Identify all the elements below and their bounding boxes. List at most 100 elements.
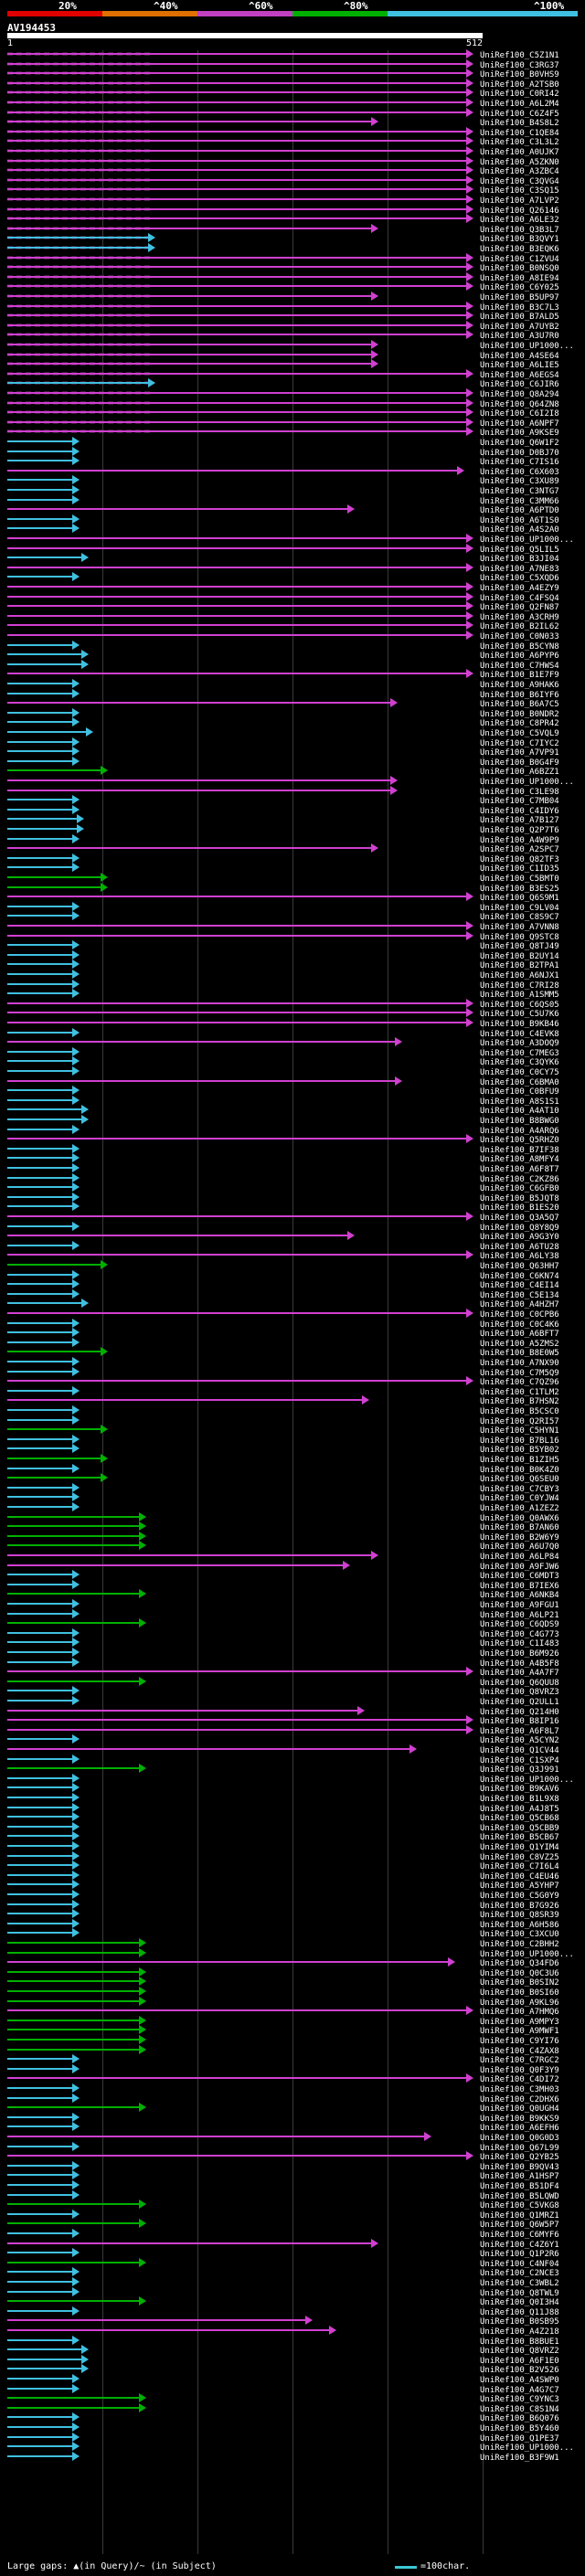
hit-bar[interactable] <box>7 1496 74 1499</box>
hit-label[interactable]: UniRef100_A3ZBC4 <box>480 167 559 177</box>
hit-label[interactable]: UniRef100_Q26146 <box>480 206 559 216</box>
hit-row[interactable]: UniRef100_A9KL96 <box>7 1996 583 2009</box>
hit-bar[interactable] <box>7 2426 74 2428</box>
hit-row[interactable]: UniRef100_A7VNN8 <box>7 921 583 933</box>
hit-label[interactable]: UniRef100_B3ES25 <box>480 884 559 894</box>
hit-label[interactable]: UniRef100_A1HSP7 <box>480 2172 559 2182</box>
hit-bar[interactable] <box>7 2368 83 2370</box>
hit-label[interactable]: UniRef100_B0VHS9 <box>480 70 559 80</box>
hit-bar[interactable] <box>7 1970 141 1973</box>
hit-bar[interactable] <box>7 1574 74 1576</box>
hit-row[interactable]: UniRef100_B1ES20 <box>7 1202 583 1214</box>
hit-label[interactable]: UniRef100_Q0F3Y9 <box>480 2065 559 2075</box>
hit-row[interactable]: UniRef100_A6F8T7 <box>7 1163 583 1175</box>
hit-label[interactable]: UniRef100_B8BWG0 <box>480 1117 559 1126</box>
hit-row[interactable]: UniRef100_A6NJX1 <box>7 970 583 981</box>
hit-label[interactable]: UniRef100_A7VP91 <box>480 748 559 758</box>
hit-row[interactable]: UniRef100_A9FGU1 <box>7 1599 583 1611</box>
hit-bar[interactable] <box>7 527 74 530</box>
hit-label[interactable]: UniRef100_C5Z1N1 <box>480 51 559 60</box>
hit-row[interactable]: UniRef100_B5CB67 <box>7 1831 583 1843</box>
hit-row[interactable]: UniRef100_B6A7C5 <box>7 698 583 710</box>
hit-bar[interactable] <box>7 1254 468 1256</box>
hit-label[interactable]: UniRef100_A4AT10 <box>480 1107 559 1117</box>
hit-row[interactable]: UniRef100_B8IP16 <box>7 1715 583 1727</box>
hit-label[interactable]: UniRef100_C1SXP4 <box>480 1755 559 1765</box>
hit-label[interactable]: UniRef100_B0SI60 <box>480 1988 559 1998</box>
hit-bar[interactable] <box>7 1060 74 1063</box>
hit-row[interactable]: UniRef100_Q1YIM4 <box>7 1841 583 1853</box>
hit-label[interactable]: UniRef100_C3XU89 <box>480 477 559 487</box>
hit-bar[interactable] <box>7 2193 74 2196</box>
hit-label[interactable]: UniRef100_B0SIN2 <box>480 1978 559 1988</box>
hit-label[interactable]: UniRef100_Q1CV44 <box>480 1746 559 1755</box>
hit-bar[interactable] <box>7 1321 74 1324</box>
hit-bar[interactable] <box>7 944 74 947</box>
hit-bar[interactable] <box>7 673 468 675</box>
hit-label[interactable]: UniRef100_A7UYB2 <box>480 322 559 332</box>
hit-label[interactable]: UniRef100_A4A7F7 <box>480 1669 559 1679</box>
hit-row[interactable]: UniRef100_C6X603 <box>7 465 583 478</box>
hit-bar[interactable] <box>7 595 468 598</box>
hit-row[interactable]: UniRef100_Q34FD6 <box>7 1957 583 1969</box>
hit-bar[interactable] <box>7 1031 74 1034</box>
hit-bar[interactable] <box>7 605 468 608</box>
hit-bar[interactable] <box>7 634 468 636</box>
hit-bar[interactable] <box>7 643 74 646</box>
hit-row[interactable]: UniRef100_A4ARQ6 <box>7 1124 583 1137</box>
hit-label[interactable]: UniRef100_A9HAK6 <box>480 681 559 690</box>
hit-row[interactable]: UniRef100_C6I2I8 <box>7 408 583 419</box>
hit-label[interactable]: UniRef100_B5JQT8 <box>480 1193 559 1203</box>
hit-row[interactable]: UniRef100_Q0UGH4 <box>7 2103 583 2115</box>
hit-bar[interactable] <box>7 2435 74 2438</box>
hit-bar[interactable] <box>7 2378 74 2380</box>
hit-bar[interactable] <box>7 130 468 133</box>
hit-label[interactable]: UniRef100_Q6W1F2 <box>480 439 559 448</box>
hit-bar[interactable] <box>7 624 468 627</box>
hit-bar[interactable] <box>7 2029 141 2031</box>
hit-label[interactable]: UniRef100_C3MM66 <box>480 496 559 506</box>
hit-bar[interactable] <box>7 91 468 94</box>
hit-bar[interactable] <box>7 1603 74 1605</box>
hit-row[interactable]: UniRef100_Q2ULL1 <box>7 1696 583 1708</box>
hit-label[interactable]: UniRef100_B9KAV6 <box>480 1785 559 1795</box>
hit-bar[interactable] <box>7 72 468 75</box>
hit-bar[interactable] <box>7 586 468 588</box>
hit-row[interactable]: UniRef100_A5CYN2 <box>7 1734 583 1746</box>
hit-label[interactable]: UniRef100_A8S1S1 <box>480 1097 559 1107</box>
hit-bar[interactable] <box>7 1138 468 1140</box>
hit-row[interactable]: UniRef100_Q6QUU8 <box>7 1676 583 1689</box>
hit-label[interactable]: UniRef100_C7IS16 <box>480 458 559 468</box>
hit-label[interactable]: UniRef100_A6PYP6 <box>480 652 559 662</box>
hit-row[interactable]: UniRef100_B6M926 <box>7 1648 583 1659</box>
hit-row[interactable]: UniRef100_B0SI60 <box>7 1987 583 1998</box>
hit-row[interactable]: UniRef100_A5ZMS2 <box>7 1337 583 1350</box>
hit-row[interactable]: UniRef100_C7RGC2 <box>7 2054 583 2066</box>
hit-bar[interactable] <box>7 1786 74 1789</box>
hit-bar[interactable] <box>7 828 79 830</box>
hit-row[interactable]: UniRef100_B8BWG0 <box>7 1115 583 1127</box>
hit-bar[interactable] <box>7 953 74 956</box>
hit-label[interactable]: UniRef100_C6KN74 <box>480 1271 559 1281</box>
hit-row[interactable]: UniRef100_B8E0W5 <box>7 1347 583 1359</box>
hit-label[interactable]: UniRef100_B3QVY1 <box>480 235 559 245</box>
hit-bar[interactable] <box>7 1128 74 1130</box>
hit-row[interactable]: UniRef100_C4EU46 <box>7 1870 583 1882</box>
hit-bar[interactable] <box>7 1022 468 1023</box>
hit-row[interactable]: UniRef100_C5VKG8 <box>7 2200 583 2211</box>
hit-row[interactable]: UniRef100_C1QE84 <box>7 126 583 139</box>
hit-label[interactable]: UniRef100_UP1000... <box>480 2443 574 2454</box>
hit-row[interactable]: UniRef100_A4J8T5 <box>7 1802 583 1815</box>
hit-bar[interactable] <box>7 2300 141 2303</box>
hit-bar[interactable] <box>7 1506 74 1508</box>
hit-label[interactable]: UniRef100_Q8VRZ3 <box>480 1688 559 1698</box>
hit-label[interactable]: UniRef100_Q34FD6 <box>480 1959 559 1969</box>
hit-bar[interactable] <box>7 731 88 733</box>
hit-row[interactable]: UniRef100_C5Z1N1 <box>7 49 583 61</box>
hit-label[interactable]: UniRef100_C0YJW4 <box>480 1494 559 1504</box>
hit-row[interactable]: UniRef100_C3XU89 <box>7 475 583 487</box>
hit-label[interactable]: UniRef100_A9MWF1 <box>480 2027 559 2037</box>
hit-row[interactable]: UniRef100_B5Y460 <box>7 2422 583 2434</box>
hit-label[interactable]: UniRef100_A4S2A0 <box>480 525 559 535</box>
hit-label[interactable]: UniRef100_Q1MRZ1 <box>480 2210 559 2221</box>
